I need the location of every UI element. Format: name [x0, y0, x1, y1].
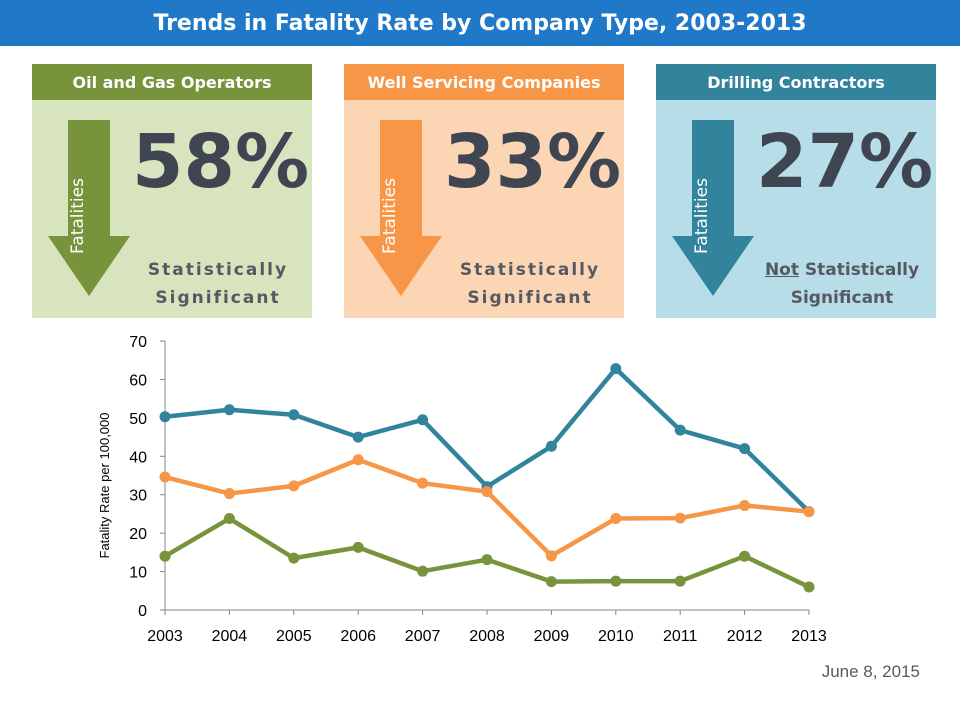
x-tick-label: 2007: [405, 628, 441, 645]
panel-body: Fatalities 27% Not Statistically Signifi…: [656, 100, 936, 318]
arrow-label: Fatalities: [380, 178, 400, 254]
footer-date: June 8, 2015: [821, 662, 920, 681]
percent-value: 27%: [756, 119, 934, 205]
y-tick-label: 60: [129, 372, 147, 389]
x-tick-label: 2010: [598, 628, 634, 645]
data-point-series-0: [545, 440, 557, 452]
data-point-series-1: [803, 506, 815, 518]
data-point-series-0: [223, 404, 235, 416]
data-point-series-1: [481, 486, 493, 498]
data-point-series-1: [610, 513, 622, 525]
y-axis-label: Fatality Rate per 100,000: [97, 413, 112, 559]
panel-body: Fatalities 33% Statistically Significant: [344, 100, 624, 318]
series-line-2: [163, 516, 810, 589]
down-arrow-icon: [360, 120, 442, 296]
data-point-series-1: [417, 477, 429, 489]
percent-value: 33%: [444, 119, 622, 205]
data-point-series-0: [288, 409, 300, 421]
data-point-series-2: [545, 576, 557, 588]
percent-value: 58%: [132, 119, 310, 205]
data-point-series-1: [159, 471, 171, 483]
data-point-series-2: [610, 575, 622, 587]
significance-text: Not Statistically Significant: [764, 260, 920, 308]
x-tick-label: 2005: [276, 628, 312, 645]
down-arrow-icon: [672, 120, 754, 296]
data-point-series-2: [803, 581, 815, 593]
down-arrow-icon: [48, 120, 130, 296]
panel-oil-gas-operators: Oil and Gas Operators Fatalities 58% Sta…: [32, 64, 312, 318]
panel-body: Fatalities 58% Statistically Significant: [32, 100, 312, 318]
data-point-series-0: [610, 363, 622, 375]
arrow-label: Fatalities: [692, 178, 712, 254]
data-point-series-2: [352, 541, 364, 553]
panel-header: Well Servicing Companies: [344, 64, 624, 100]
data-point-series-2: [159, 550, 171, 562]
panel-drilling-contractors: Drilling Contractors Fatalities 27% Not …: [656, 64, 936, 318]
y-tick-label: 20: [129, 526, 147, 543]
data-point-series-1: [223, 488, 235, 500]
fatality-rate-line-chart: 0 10 20 30 40 50 60 70 2003 2004 2005 2006 2007 2008 2…: [97, 334, 827, 645]
y-tick-label: 50: [129, 411, 147, 428]
data-point-series-0: [739, 443, 751, 455]
x-tick-label: 2003: [147, 628, 183, 645]
arrow-label: Fatalities: [68, 178, 88, 254]
y-tick-label: 10: [129, 565, 147, 582]
x-tick-label: 2009: [534, 628, 570, 645]
series-line-1: [164, 457, 810, 559]
x-tick-label: 2013: [791, 628, 827, 645]
not-text: Not: [764, 260, 799, 280]
significance-text: Statistically Significant: [459, 260, 601, 308]
data-point-series-1: [352, 454, 364, 466]
x-tick-label: 2004: [212, 628, 248, 645]
data-point-series-0: [352, 431, 364, 443]
data-point-series-1: [739, 499, 751, 511]
data-point-series-1: [674, 512, 686, 524]
data-point-series-2: [481, 554, 493, 566]
y-tick-label: 0: [138, 603, 147, 620]
y-tick-label: 70: [129, 334, 147, 351]
data-point-series-0: [417, 414, 429, 426]
data-point-series-0: [159, 411, 171, 423]
data-point-series-2: [417, 565, 429, 577]
panel-header: Drilling Contractors: [656, 64, 936, 100]
data-point-series-0: [674, 424, 686, 436]
data-point-series-2: [739, 550, 751, 562]
x-tick-label: 2006: [340, 628, 376, 645]
significance-text: Statistically Significant: [147, 260, 289, 308]
y-tick-label: 40: [129, 449, 147, 466]
x-tick-label: 2012: [727, 628, 763, 645]
panel-header: Oil and Gas Operators: [32, 64, 312, 100]
data-point-series-2: [674, 575, 686, 587]
data-point-series-1: [288, 480, 300, 492]
x-tick-label: 2008: [469, 628, 505, 645]
data-point-series-2: [288, 552, 300, 564]
x-tick-label: 2011: [663, 628, 698, 645]
data-point-series-2: [223, 513, 235, 525]
data-point-series-1: [545, 550, 557, 562]
panel-well-servicing-companies: Well Servicing Companies Fatalities 33% …: [344, 64, 624, 318]
y-tick-label: 30: [129, 488, 147, 505]
page-title: Trends in Fatality Rate by Company Type,…: [0, 0, 960, 46]
